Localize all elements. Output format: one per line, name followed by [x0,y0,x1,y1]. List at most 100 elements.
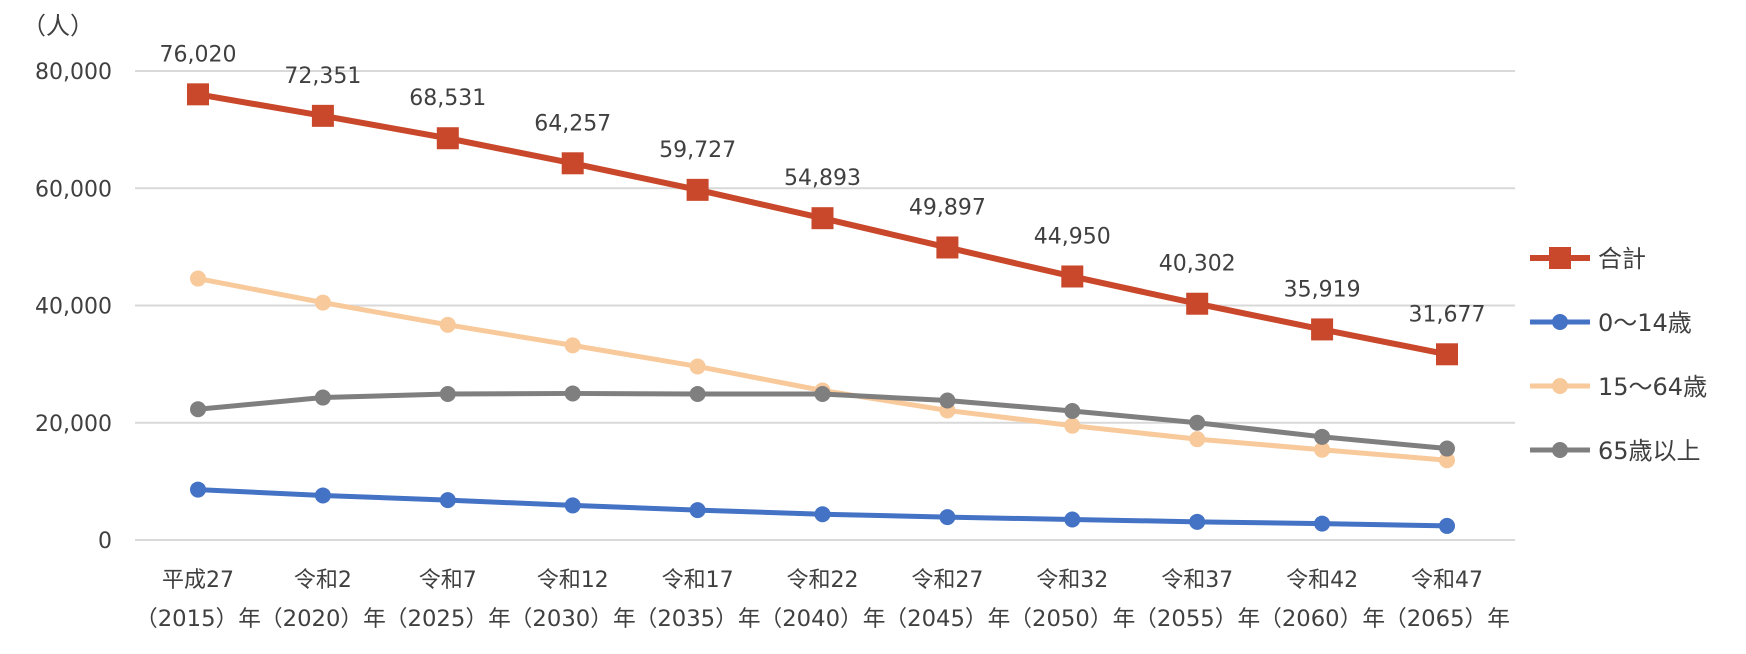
y-tick-label: 20,000 [35,412,112,437]
data-point [1064,417,1081,434]
x-tick-label: （2030）年 [510,607,636,632]
x-tick-label: 令和2 [294,568,352,593]
data-label: 44,950 [1034,224,1111,249]
data-point [190,401,206,418]
x-tick-label: 令和27 [911,568,983,593]
legend-marker [1552,378,1568,394]
series-1 [190,481,1455,534]
data-label: 59,727 [659,138,736,163]
legend-item: 0～14歳 [1530,309,1692,337]
data-point [811,207,834,230]
data-point [314,294,331,311]
data-point [561,152,584,175]
x-tick-label: 令和32 [1036,568,1108,593]
x-tick-label: （2065）年 [1384,607,1510,632]
legend-marker [1549,247,1571,269]
data-point [939,509,956,526]
legend-item: 15～64歳 [1530,373,1707,401]
data-point [1314,515,1331,532]
legend-label: 65歳以上 [1598,437,1701,465]
series-2 [190,270,1455,469]
y-tick-label: 60,000 [35,177,112,202]
x-tick-label: （2040）年 [760,607,886,632]
x-tick-label: （2020）年 [260,607,386,632]
legend-label: 15～64歳 [1598,373,1707,401]
legend-item: 合計 [1530,245,1646,273]
data-point [190,481,206,498]
data-point [439,386,456,403]
y-tick-label: 80,000 [35,60,112,85]
x-tick-label: （2035）年 [635,607,761,632]
data-point [1064,511,1081,528]
data-point [439,316,456,333]
x-tick-label: 令和22 [787,568,859,593]
data-point [689,358,706,375]
data-point [311,104,334,127]
data-point [190,270,206,287]
data-point [1064,403,1081,420]
series-lines [187,83,1458,534]
data-point [436,127,459,150]
data-point [1314,428,1331,445]
data-point [314,389,331,406]
data-point [564,337,581,354]
data-point [1186,292,1209,315]
data-point [1439,440,1455,457]
x-tick-label: 令和37 [1161,568,1233,593]
x-tick-label: （2050）年 [1009,607,1135,632]
data-point [689,386,706,403]
data-point [187,83,209,106]
legend-label: 合計 [1598,245,1646,273]
x-tick-label: 令和17 [662,568,734,593]
data-point [564,497,581,514]
legend-item: 65歳以上 [1530,437,1701,465]
data-point [1061,265,1084,288]
data-labels: 76,020 72,351 68,531 64,257 59,727 54,893 49,8… [160,42,1486,327]
data-label: 40,302 [1159,252,1236,277]
x-tick-label: 令和47 [1411,568,1483,593]
data-point [686,178,709,201]
x-tick-label: 令和12 [537,568,609,593]
legend-label: 0～14歳 [1598,309,1692,337]
data-point [814,386,831,403]
data-point [1314,441,1331,458]
data-point [939,392,956,409]
x-axis-ticks: 平成27 （2015）年 令和2 （2020）年 令和7 （2025）年 令和12 （2030… [135,568,1510,632]
data-point [689,502,706,519]
data-point [1189,513,1206,530]
legend-marker [1552,442,1568,458]
data-label: 35,919 [1284,277,1361,302]
data-point [1311,318,1334,341]
data-point [1189,431,1206,448]
series-0 [187,83,1458,366]
data-point [936,236,959,259]
x-tick-label: 令和7 [419,568,477,593]
legend: 合計 0～14歳 15～64歳 65歳以上 [1530,245,1707,465]
data-label: 76,020 [160,42,237,67]
y-tick-label: 0 [98,529,112,554]
x-tick-label: 令和42 [1286,568,1358,593]
x-tick-label: （2025）年 [385,607,511,632]
data-label: 72,351 [284,64,361,89]
data-label: 68,531 [409,86,486,111]
x-tick-label: （2060）年 [1259,607,1385,632]
x-tick-label: （2015）年 [135,607,261,632]
y-tick-label: 40,000 [35,295,112,320]
legend-marker [1552,314,1568,330]
data-point [1439,517,1455,534]
data-label: 31,677 [1409,302,1486,327]
data-point [1436,343,1458,366]
data-label: 64,257 [534,111,611,136]
data-point [1439,452,1455,469]
x-tick-label: 平成27 [162,568,234,593]
y-axis-ticks: 0 20,000 40,000 60,000 80,000 [35,60,112,554]
data-point [814,506,831,523]
data-point [564,385,581,402]
data-label: 54,893 [784,166,861,191]
x-tick-label: （2055）年 [1134,607,1260,632]
data-label: 49,897 [909,195,986,220]
data-point [314,487,331,504]
series-3 [190,385,1455,457]
data-point [1189,414,1206,431]
